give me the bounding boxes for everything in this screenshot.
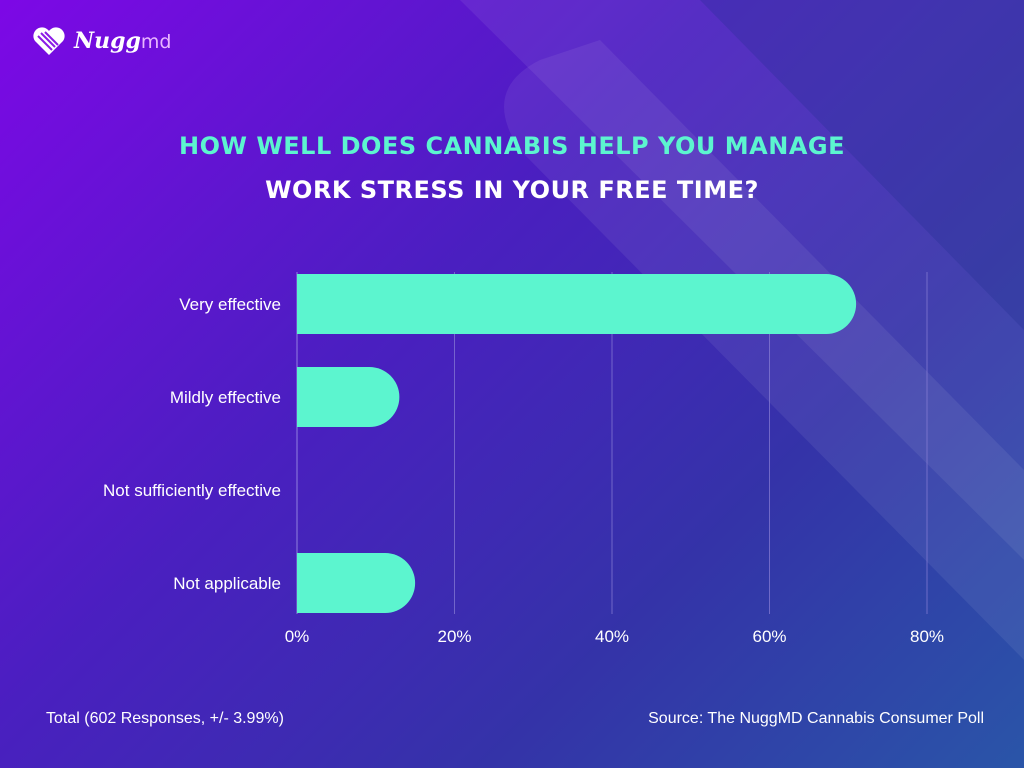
heart-logo-icon xyxy=(33,27,65,55)
category-label: Not sufficiently effective xyxy=(103,481,281,500)
x-tick-label: 80% xyxy=(910,627,944,646)
bar xyxy=(297,274,857,334)
x-tick-label: 0% xyxy=(285,627,310,646)
x-tick-label: 40% xyxy=(595,627,629,646)
category-label: Very effective xyxy=(179,295,281,314)
source-note: Source: The NuggMD Cannabis Consumer Pol… xyxy=(648,710,984,727)
chart-title-line2: WORK STRESS IN YOUR FREE TIME? xyxy=(265,176,759,204)
x-tick-label: 20% xyxy=(437,627,471,646)
bar xyxy=(297,367,400,427)
category-label: Not applicable xyxy=(173,574,281,593)
nuggmd-logo: Nuggmd xyxy=(32,26,171,56)
category-label: Mildly effective xyxy=(170,388,281,407)
bar xyxy=(297,553,416,613)
chart-title-line1: HOW WELL DOES CANNABIS HELP YOU MANAGE xyxy=(179,132,845,160)
x-tick-label: 60% xyxy=(752,627,786,646)
total-responses: Total (602 Responses, +/- 3.99%) xyxy=(46,710,284,727)
